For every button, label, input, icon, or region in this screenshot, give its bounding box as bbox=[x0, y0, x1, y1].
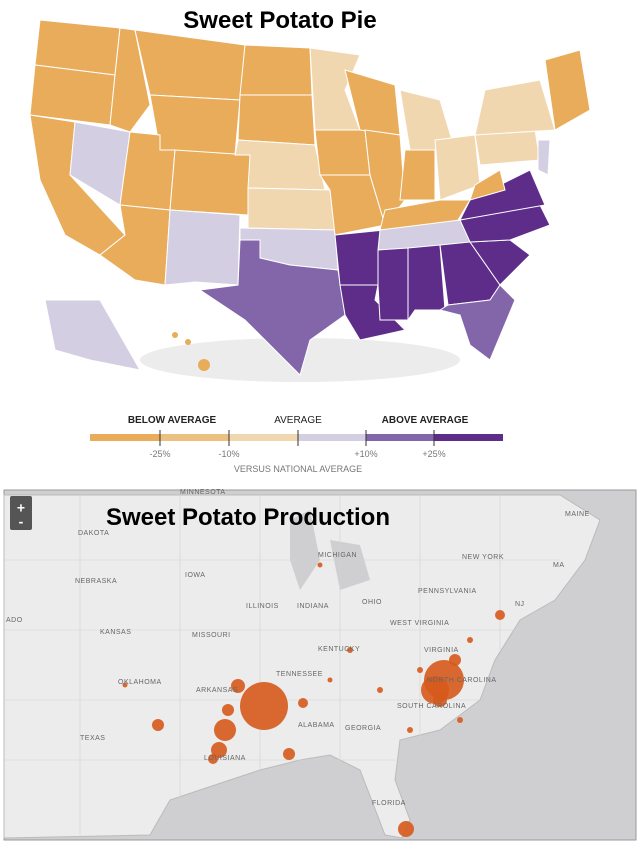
legend-caption: VERSUS NATIONAL AVERAGE bbox=[234, 464, 362, 474]
state-label: VIRGINIA bbox=[424, 647, 459, 654]
state-label: MICHIGAN bbox=[318, 552, 357, 559]
production-map bbox=[3, 489, 637, 841]
state-label: FLORIDA bbox=[372, 800, 406, 807]
legend-tick: -25% bbox=[149, 449, 170, 459]
state-label: NORTH CAROLINA bbox=[427, 677, 497, 684]
zoom-in[interactable]: + bbox=[17, 500, 25, 516]
legend-tick: +25% bbox=[422, 449, 445, 459]
map-title: Sweet Potato Pie bbox=[183, 7, 376, 34]
state-label: ADO bbox=[6, 617, 23, 624]
state-label: MINNESOTA bbox=[180, 489, 226, 496]
legend-tick: +10% bbox=[354, 449, 377, 459]
state-label: MAINE bbox=[565, 511, 590, 518]
state-label: MISSOURI bbox=[192, 632, 231, 639]
state-label: TENNESSEE bbox=[276, 671, 323, 678]
state-label: ARKANSAS bbox=[196, 687, 238, 694]
state-label: ALABAMA bbox=[298, 722, 335, 729]
state-label: GEORGIA bbox=[345, 725, 381, 732]
map-title: Sweet Potato Production bbox=[106, 504, 390, 531]
state-label: KENTUCKY bbox=[318, 646, 360, 653]
state-label: WEST VIRGINIA bbox=[390, 620, 449, 627]
state-label: LOUISIANA bbox=[204, 755, 246, 762]
legend-label: AVERAGE bbox=[274, 415, 322, 426]
state-label: INDIANA bbox=[297, 603, 329, 610]
legend-tick: -10% bbox=[218, 449, 239, 459]
state-label: NJ bbox=[515, 601, 525, 608]
pie-map bbox=[29, 19, 591, 382]
legend-label: BELOW AVERAGE bbox=[128, 415, 217, 426]
state-label: TEXAS bbox=[80, 735, 105, 742]
state-label: SOUTH CAROLINA bbox=[397, 703, 466, 710]
legend-label: ABOVE AVERAGE bbox=[382, 415, 469, 426]
state-label: NEBRASKA bbox=[75, 578, 117, 585]
state-label: DAKOTA bbox=[78, 530, 109, 537]
state-label: OKLAHOMA bbox=[118, 679, 162, 686]
zoom-out[interactable]: - bbox=[19, 514, 24, 530]
zoom-controls: + - bbox=[10, 496, 32, 530]
zoom-box bbox=[10, 496, 32, 530]
state-label: OHIO bbox=[362, 599, 382, 606]
state-label: PENNSYLVANIA bbox=[418, 588, 477, 595]
state-labels: MINNESOTA DAKOTA NEBRASKA IOWA MICHIGAN … bbox=[6, 489, 590, 807]
state-label: IOWA bbox=[185, 572, 205, 579]
state-label: MA bbox=[553, 562, 565, 569]
state-label: ILLINOIS bbox=[246, 603, 279, 610]
legend: BELOW AVERAGE AVERAGE ABOVE AVERAGE -25%… bbox=[90, 415, 503, 474]
state-label: NEW YORK bbox=[462, 554, 504, 561]
state-label: KANSAS bbox=[100, 629, 131, 636]
